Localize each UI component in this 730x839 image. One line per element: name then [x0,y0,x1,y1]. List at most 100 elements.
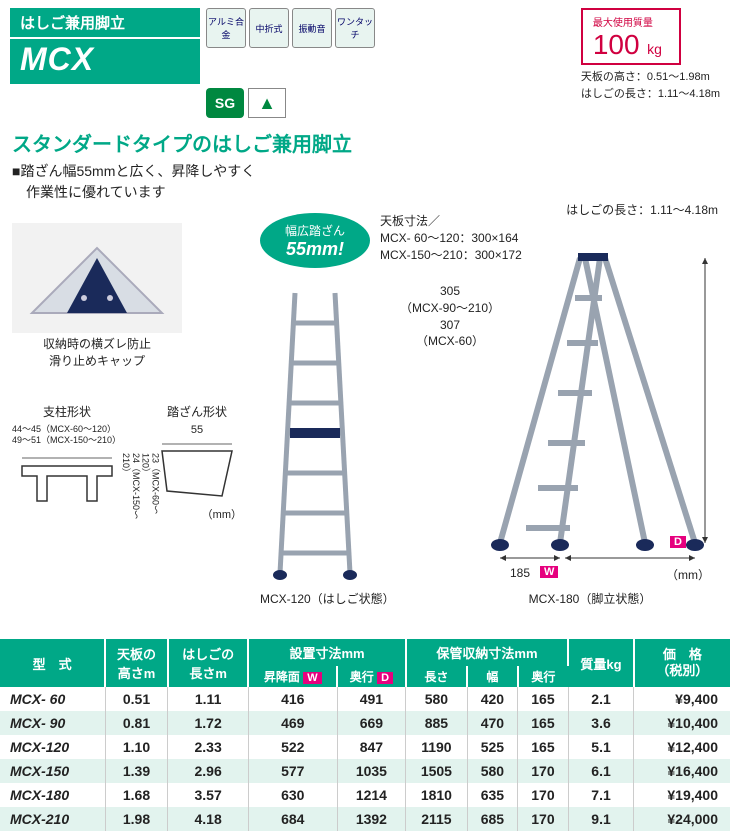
cell-model: MCX- 60 [0,687,105,711]
spec-table: 型 式 天板の 高さm はしごの 長さm 設置寸法mm 保管収納寸法mm 質量k… [0,639,730,831]
cell-l: 3.57 [168,783,249,807]
table-row: MCX-2101.984.18684139221156851709.1¥24,0… [0,807,730,831]
cell-iw: 630 [248,783,337,807]
ladder-length-note: はしごの長さ：1.11～4.18m [566,201,718,218]
foot-caption-1: 収納時の横ズレ防止 [12,336,182,353]
pillar-h-1: 23（MCX-60～120） [141,453,161,514]
ladder-extended-icon [260,283,370,583]
th-storage-w: 幅 [467,666,518,687]
cell-l: 2.96 [168,759,249,783]
th-model: 型 式 [0,639,105,687]
cell-sd: 165 [518,735,569,759]
ladder-open-figure: 185 W D （mm） MCX-180（脚立状態） [470,243,710,607]
dim-w-badge: W [540,566,558,578]
cell-kg: 7.1 [568,783,634,807]
cell-sl: 2115 [406,807,467,831]
foot-cap-icon [12,223,182,333]
th-install-d: 奥行 D [337,666,406,687]
pillar-dim-1: 44～45（MCX-60～120） [12,424,122,435]
cell-price: ¥10,400 [634,711,730,735]
cell-id: 847 [337,735,406,759]
cell-sw: 685 [467,807,518,831]
cell-model: MCX-150 [0,759,105,783]
feature-badges: アルミ合金 中折式 振動音 ワンタッチ [206,8,375,48]
profile-unit: （mm） [152,506,242,522]
category-label: はしご兼用脚立 [10,8,200,37]
cell-iw: 416 [248,687,337,711]
cell-sl: 1505 [406,759,467,783]
open-dim-unit: （mm） [666,566,710,583]
cell-iw: 684 [248,807,337,831]
cell-price: ¥19,400 [634,783,730,807]
th-storage: 保管収納寸法mm [406,639,569,666]
cell-h: 1.68 [105,783,168,807]
cell-sl: 885 [406,711,467,735]
dim-d-badge: D [670,536,686,548]
cell-h: 1.98 [105,807,168,831]
max-load-box: 最大使用質量 100 kg [581,8,681,65]
spec-summary: 天板の高さ：0.51～1.98m はしごの長さ：1.11～4.18m [581,69,720,102]
cell-kg: 5.1 [568,735,634,759]
spec-line-length: はしごの長さ：1.11～4.18m [581,86,720,103]
cell-model: MCX-120 [0,735,105,759]
th-ladder-length: はしごの 長さm [168,639,249,687]
step-width-badge: 幅広踏ざん 55mm! [260,213,370,268]
diagram-area: 収納時の横ズレ防止 滑り止めキャップ 幅広踏ざん 55mm! 天板寸法／ MCX… [0,213,730,633]
step-width-value: 55 [152,424,242,436]
foot-cap-figure: 収納時の横ズレ防止 滑り止めキャップ [12,223,182,370]
cell-sw: 420 [467,687,518,711]
sg-mark-icon: SG [206,88,244,118]
th-price: 価 格 （税別） [634,639,730,687]
cell-sd: 170 [518,807,569,831]
cell-sd: 165 [518,711,569,735]
th-storage-l: 長さ [406,666,467,687]
cell-price: ¥9,400 [634,687,730,711]
ladder-open-caption: MCX-180（脚立状態） [470,590,710,607]
pillar-profile: 支柱形状 44～45（MCX-60～120） 49～51（MCX-150～210… [12,403,122,522]
cell-l: 1.11 [168,687,249,711]
pill-line-1: 幅広踏ざん [285,222,345,239]
th-storage-d: 奥行 [518,666,569,687]
spec-line-height: 天板の高さ：0.51～1.98m [581,69,720,86]
header: はしご兼用脚立 MCX アルミ合金 中折式 振動音 ワンタッチ SG ▲ 最大使… [0,0,730,122]
badge-foldable: 中折式 [249,8,289,48]
table-row: MCX- 900.811.724696698854701653.6¥10,400 [0,711,730,735]
ladder-extended-figure: MCX-120（はしご状態） [260,283,395,607]
cell-l: 4.18 [168,807,249,831]
cell-sw: 580 [467,759,518,783]
pillar-profile-icon [12,446,122,516]
cell-kg: 2.1 [568,687,634,711]
cell-model: MCX-180 [0,783,105,807]
pillar-profile-label: 支柱形状 [12,403,122,420]
th-install: 設置寸法mm [248,639,405,666]
header-right: 最大使用質量 100 kg 天板の高さ：0.51～1.98m はしごの長さ：1.… [581,8,720,118]
max-load-label: 最大使用質量 [593,14,669,29]
model-name: MCX [10,39,200,84]
foot-caption-2: 滑り止めキャップ [12,353,182,370]
cell-sl: 1190 [406,735,467,759]
cell-id: 1035 [337,759,406,783]
cell-model: MCX- 90 [0,711,105,735]
th-install-w: 昇降面 W [248,666,337,687]
cell-h: 1.39 [105,759,168,783]
max-load-value: 100 [593,29,640,60]
pillar-h-2: 24（MCX-150～210） [121,453,141,519]
cell-id: 491 [337,687,406,711]
max-load-unit: kg [647,41,662,57]
cell-price: ¥12,400 [634,735,730,759]
open-width-value: 185 [510,566,530,580]
cell-id: 1392 [337,807,406,831]
cell-iw: 522 [248,735,337,759]
cell-sd: 165 [518,687,569,711]
table-row: MCX- 600.511.114164915804201652.1¥9,400 [0,687,730,711]
header-left: はしご兼用脚立 MCX アルミ合金 中折式 振動音 ワンタッチ SG ▲ [10,8,375,118]
cell-l: 2.33 [168,735,249,759]
cell-id: 1214 [337,783,406,807]
cell-sw: 470 [467,711,518,735]
association-mark-icon: ▲ [248,88,286,118]
pillar-dim-2: 49～51（MCX-150～210） [12,435,122,446]
cell-id: 669 [337,711,406,735]
cell-h: 1.10 [105,735,168,759]
cell-kg: 3.6 [568,711,634,735]
th-top-height: 天板の 高さm [105,639,168,687]
